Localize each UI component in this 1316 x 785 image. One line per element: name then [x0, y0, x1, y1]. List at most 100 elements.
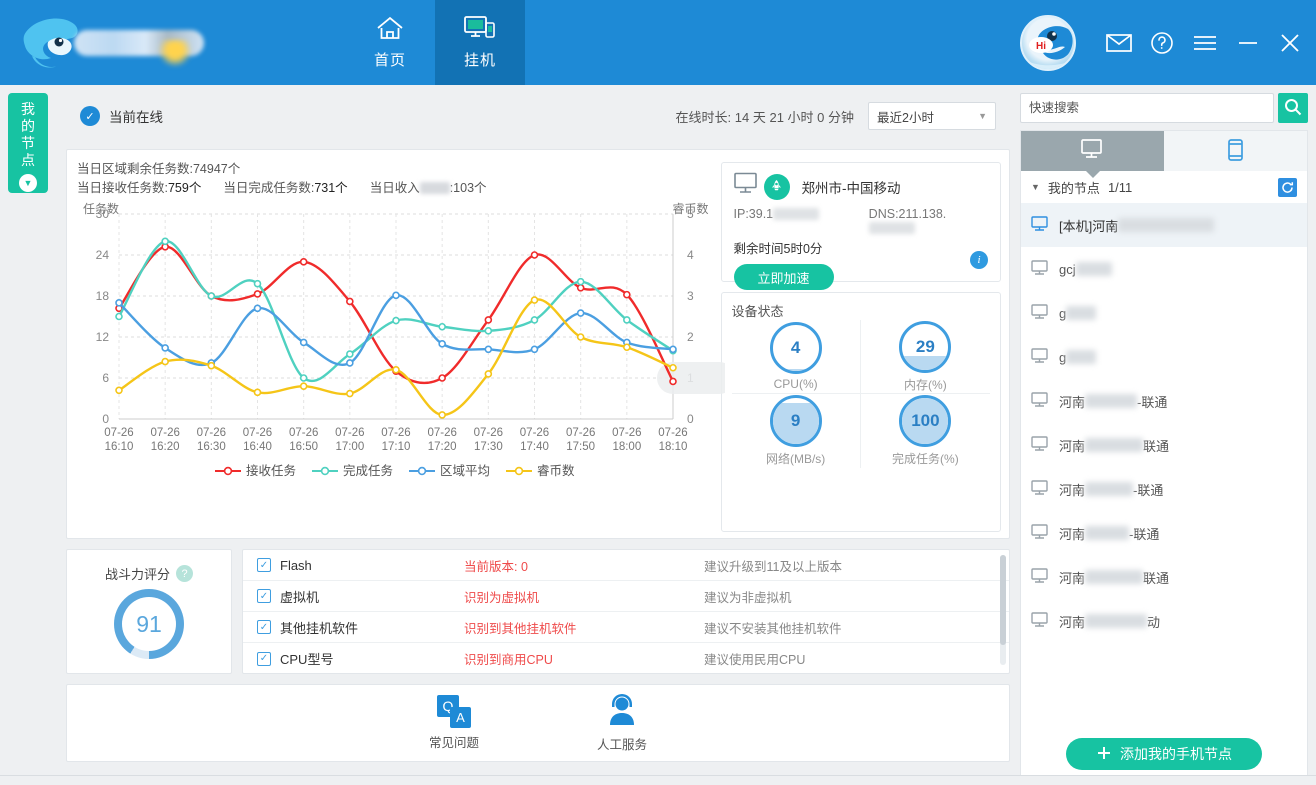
legend-item[interactable]: 睿币数	[506, 460, 575, 479]
online-duration: 在线时长: 14 天 21 小时 0 分钟	[676, 107, 854, 126]
node-name-redacted	[1085, 394, 1138, 408]
avatar[interactable]: Hi	[1020, 14, 1076, 71]
stat-received-value: 759个	[167, 181, 202, 195]
minimize-icon[interactable]	[1236, 34, 1260, 52]
stat-line-2: 当日接收任务数:759个 当日完成任务数:731个 当日收入:103个	[77, 179, 713, 198]
node-list-item[interactable]: 河南 -联通	[1021, 467, 1307, 511]
status-bar: ✓ 当前在线 在线时长: 14 天 21 小时 0 分钟 最近2小时 ▼	[66, 93, 1010, 139]
node-group-header[interactable]: ▼ 我的节点 1/11	[1021, 171, 1307, 203]
checklist-status: 当前版本: 0	[464, 559, 528, 574]
gauge-ring: 100	[899, 395, 952, 447]
stat-completed: 当日完成任务数:731个	[223, 179, 347, 198]
mobile-icon	[1228, 138, 1243, 164]
help-icon[interactable]: ?	[176, 565, 193, 582]
y-axis-label: 任务数	[83, 202, 120, 216]
sun-icon	[158, 39, 192, 66]
online-duration-value: 14 天 21 小时 0 分钟	[734, 109, 854, 125]
add-mobile-node-button[interactable]: 添加我的手机节点	[1066, 738, 1262, 770]
nav-tab-idle[interactable]: 挂机	[435, 0, 525, 85]
search-input[interactable]	[1020, 93, 1274, 123]
add-node-bar: 添加我的手机节点	[1021, 724, 1307, 784]
agent-icon	[605, 693, 639, 731]
legend-item[interactable]: 完成任务	[311, 460, 393, 479]
node-list-item[interactable]: 河南 联通	[1021, 423, 1307, 467]
svg-text:Hi: Hi	[1036, 41, 1046, 52]
node-name-redacted	[1085, 526, 1130, 540]
isp-ip: IP:39.1	[734, 207, 869, 235]
gauge-caption: 内存(%)	[904, 377, 947, 392]
svg-text:0: 0	[102, 412, 109, 426]
help-icon[interactable]	[1150, 31, 1174, 55]
refresh-icon[interactable]	[1278, 177, 1297, 197]
legend-item[interactable]: 区域平均	[409, 460, 490, 479]
scrollbar-thumb[interactable]	[1000, 555, 1006, 645]
qa-icon-a: A	[449, 707, 471, 728]
score-and-checklist-row: 战斗力评分 ? 91 ✓ Flash 当前版本: 0 建议升级到11及以上版本 ✓…	[66, 549, 1010, 674]
tab-mobile-nodes[interactable]	[1164, 131, 1307, 171]
node-list-item[interactable]: gcj	[1021, 247, 1307, 291]
online-duration-label: 在线时长:	[675, 109, 732, 125]
legend-marker	[214, 465, 241, 475]
desktop-icon	[1031, 523, 1049, 543]
nav-tab-home[interactable]: 首页	[345, 0, 435, 85]
legend-label: 睿币数	[537, 464, 575, 478]
node-list-item[interactable]: g	[1021, 335, 1307, 379]
node-name: g	[1059, 306, 1097, 321]
legend-label: 完成任务	[342, 464, 393, 478]
checkbox-icon[interactable]: ✓	[257, 651, 271, 666]
checklist-scrollbar[interactable]	[1000, 555, 1006, 665]
faq-item[interactable]: Q A 常见问题	[429, 695, 479, 751]
svg-text:17:10: 17:10	[382, 441, 411, 453]
checkbox-icon[interactable]: ✓	[257, 620, 271, 634]
isp-ip-redacted	[773, 208, 820, 220]
node-group-title: 我的节点	[1047, 180, 1100, 196]
node-name: [本机]河南	[1059, 216, 1215, 235]
add-mobile-node-label: 添加我的手机节点	[1120, 746, 1232, 762]
checklist-row: ✓ Flash 当前版本: 0 建议升级到11及以上版本	[243, 550, 1009, 581]
mail-icon[interactable]	[1106, 33, 1132, 53]
line-chart: 任务数 睿币数 061218243001234507-2616:1007-261…	[77, 202, 725, 479]
accelerate-button[interactable]: 立即加速	[733, 264, 834, 290]
gauge-caption: CPU(%)	[773, 377, 818, 391]
node-list-item[interactable]: 河南 -联通	[1021, 511, 1307, 555]
stat-income-label-a: 当日收入	[369, 181, 420, 195]
checkbox-icon[interactable]: ✓	[257, 558, 271, 572]
time-range-select[interactable]: 最近2小时 ▼	[868, 102, 996, 130]
menu-icon[interactable]	[1192, 34, 1218, 52]
help-bar: Q A 常见问题 人工服务	[66, 684, 1010, 762]
tab-desktop-nodes[interactable]	[1021, 131, 1164, 178]
checklist-row: ✓ 其他挂机软件 识别到其他挂机软件 建议不安装其他挂机软件	[243, 612, 1009, 643]
svg-text:17:40: 17:40	[520, 441, 549, 453]
checklist-suggestion: 建议升级到11及以上版本	[704, 559, 842, 574]
svg-text:2: 2	[687, 330, 694, 344]
gauge-fill	[772, 402, 819, 444]
gauge-caption: 网络(MB/s)	[765, 452, 826, 466]
info-icon[interactable]: i	[970, 251, 988, 269]
checklist-status: 识别到其他挂机软件	[464, 621, 577, 636]
nav-tab-home-label: 首页	[373, 52, 406, 69]
checklist-suggestion: 建议为非虚拟机	[704, 590, 792, 605]
gauge-1: 29 内存(%)	[860, 320, 990, 394]
checklist-name: Flash	[280, 557, 312, 573]
node-name-redacted	[1075, 262, 1112, 276]
node-list-item[interactable]: 河南 -联通	[1021, 379, 1307, 423]
legend-marker	[409, 465, 435, 475]
stat-completed-label: 当日完成任务数:	[223, 181, 315, 195]
gauge-2: 9 网络(MB/s)	[732, 394, 861, 468]
close-icon[interactable]	[1278, 32, 1302, 54]
svg-text:07-26: 07-26	[197, 427, 226, 439]
search-button[interactable]	[1278, 93, 1308, 123]
gauge-fill	[902, 356, 949, 370]
svg-text:18:00: 18:00	[612, 441, 641, 453]
agent-item[interactable]: 人工服务	[597, 693, 647, 753]
checkbox-icon[interactable]: ✓	[257, 589, 271, 603]
node-name: 河南 -联通	[1059, 526, 1160, 542]
gauge-value: 100	[911, 411, 940, 430]
node-list-item[interactable]: [本机]河南	[1021, 203, 1307, 247]
node-list-item[interactable]: g	[1021, 291, 1307, 335]
node-list-item[interactable]: 河南动	[1021, 599, 1307, 643]
legend-item[interactable]: 接收任务	[214, 460, 296, 479]
sidebar-toggle-my-nodes[interactable]: 我 的 节 点 ▼	[8, 93, 48, 193]
node-name-redacted	[1066, 350, 1097, 364]
node-list-item[interactable]: 河南 联通	[1021, 555, 1307, 599]
